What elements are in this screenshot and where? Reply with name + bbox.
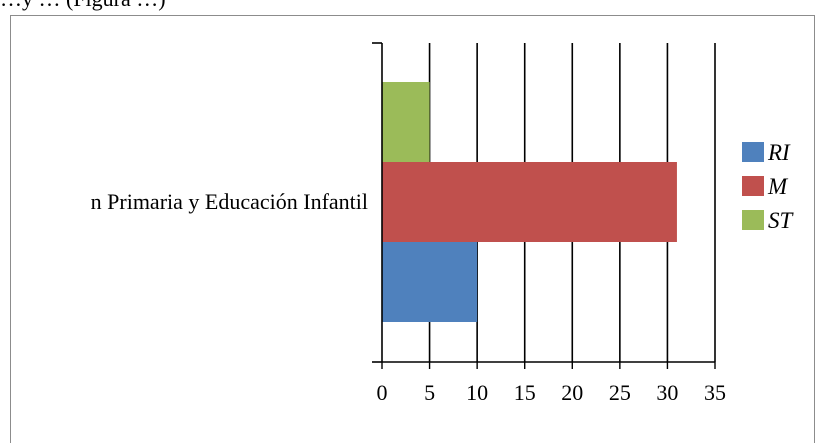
legend-swatch-ri — [742, 142, 764, 162]
x-tick-label-0: 0 — [377, 380, 388, 405]
x-tick-label-15: 15 — [514, 380, 536, 405]
category-label: n Primaria y Educación Infantil — [91, 189, 368, 214]
x-tick-label-5: 5 — [424, 380, 435, 405]
legend: RI M ST — [742, 140, 795, 233]
legend-swatch-m — [742, 176, 764, 196]
axes — [372, 42, 716, 369]
x-tick-label-30: 30 — [656, 380, 678, 405]
legend-label-m: M — [767, 174, 789, 199]
page-caption-fragment: …y … (Figura …) — [0, 0, 166, 11]
bar-st — [382, 82, 430, 162]
legend-label-ri: RI — [767, 140, 791, 165]
x-tick-label-35: 35 — [704, 380, 726, 405]
legend-swatch-st — [742, 210, 764, 230]
legend-label-st: ST — [768, 208, 795, 233]
bars — [382, 82, 677, 322]
bar-m — [382, 162, 677, 242]
bar-ri — [382, 242, 478, 322]
x-tick-label-25: 25 — [609, 380, 631, 405]
x-tick-label-10: 10 — [466, 380, 488, 405]
chart-frame — [10, 15, 815, 443]
x-tick-labels: 0 5 10 15 20 25 30 35 — [377, 380, 727, 405]
category-labels: n Primaria y Educación Infantil — [91, 189, 368, 214]
x-tick-label-20: 20 — [561, 380, 583, 405]
